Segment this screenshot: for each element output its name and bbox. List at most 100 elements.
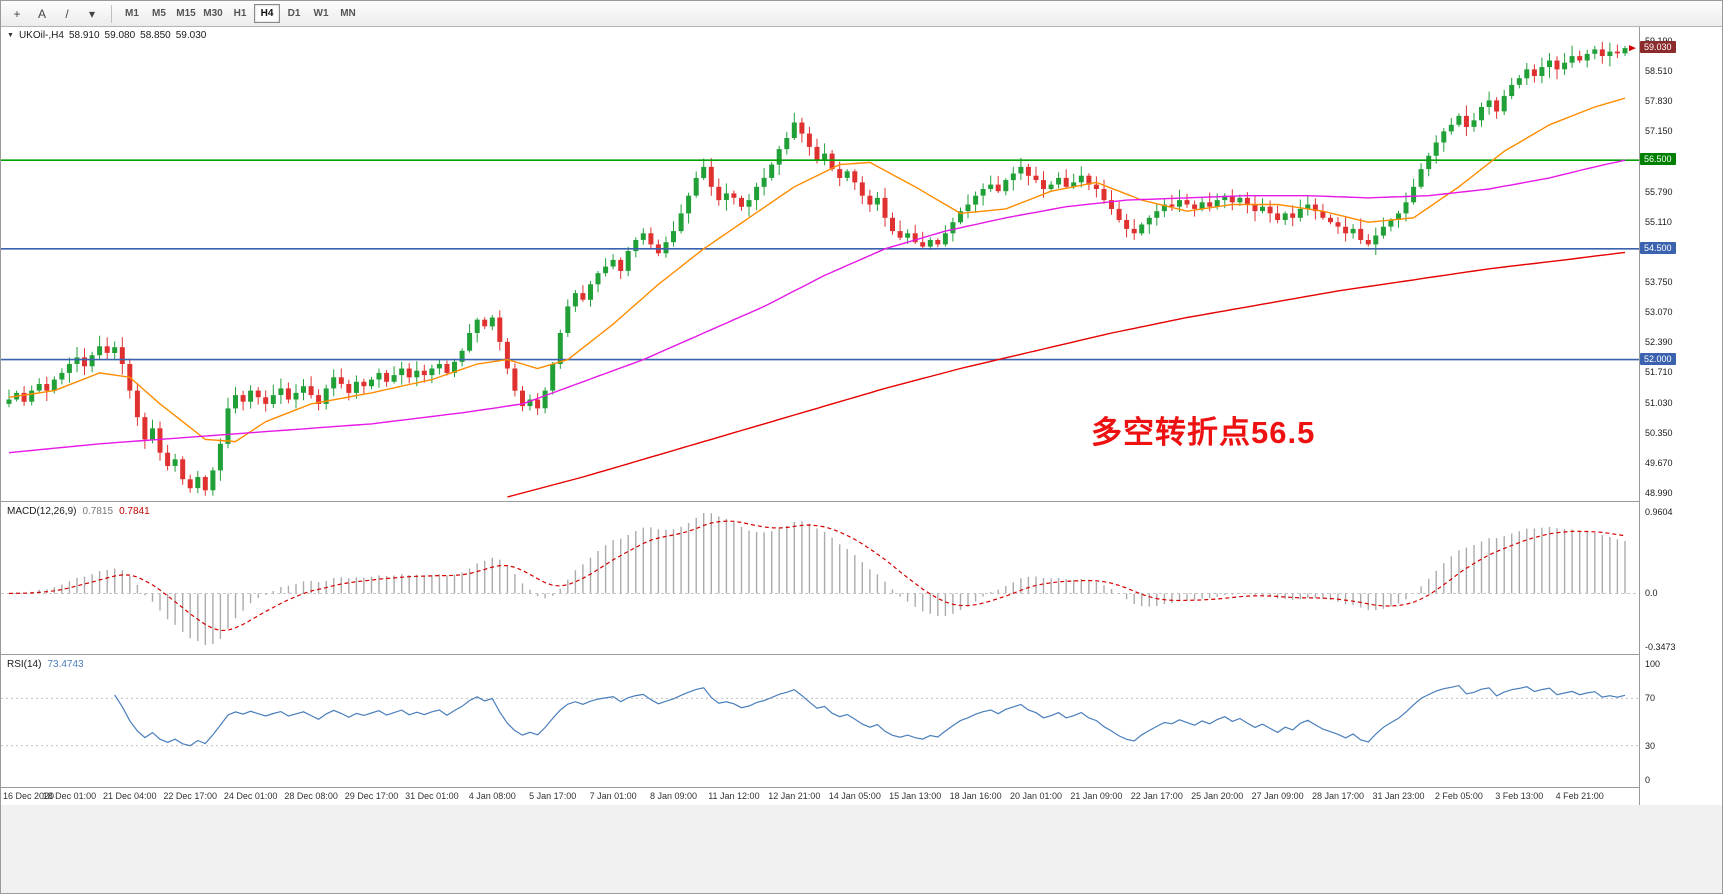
panel-splitter[interactable] [1, 654, 1639, 657]
rsi-chart-canvas[interactable] [1, 657, 1639, 787]
time-label: 22 Jan 17:00 [1130, 791, 1183, 801]
chart-symbol-period: UKOil-,H4 [18, 30, 64, 41]
timeframe-m30[interactable]: M30 [203, 8, 223, 19]
candles [6, 41, 1628, 496]
ma-fast-line [8, 97, 1626, 443]
rsi-panel[interactable]: RSI(14) 73.4743 [1, 657, 1639, 787]
time-label: 3 Feb 13:00 [1495, 791, 1544, 801]
panel-splitter[interactable] [1, 501, 1639, 504]
time-label: 15 Jan 13:00 [889, 791, 942, 801]
macd-signal-line [8, 520, 1626, 632]
rsi-title: RSI(14) 73.4743 [7, 659, 84, 670]
chart-ohlc-close: 59.030 [175, 30, 207, 41]
annotation-label: 多空转折点56.5 [1091, 415, 1316, 450]
price-tick: 58.510 [1645, 66, 1673, 77]
price-tick: 51.030 [1645, 397, 1673, 408]
time-label: 21 Jan 09:00 [1070, 791, 1123, 801]
price-tick: 49.670 [1645, 457, 1673, 468]
price-tick: 55.790 [1645, 186, 1673, 197]
time-axis[interactable]: 16 Dec 2020 18 Dec 01:00 21 Dec 04:00 22 De… [1, 787, 1639, 805]
time-label: 5 Jan 17:00 [529, 791, 577, 801]
macd-title: MACD(12,26,9) 0.7815 0.7841 [7, 506, 150, 517]
price-tick: 50.350 [1645, 427, 1673, 438]
rsi-label: RSI(14) [7, 659, 42, 670]
hline-price-badge: 56.500 [1640, 153, 1676, 166]
macd-value-signal: 0.7841 [119, 506, 150, 517]
text-label-tool-icon[interactable]: A [37, 6, 46, 21]
timeframe-d1[interactable]: D1 [287, 8, 301, 19]
chart-title: ▼ UKOil-,H4 58.910 59.080 58.850 59.030 [7, 30, 206, 41]
trendline-tool-icon[interactable]: / [65, 6, 69, 21]
price-panel[interactable]: ▼ UKOil-,H4 58.910 59.080 58.850 59.030 … [1, 27, 1639, 501]
time-label: 4 Jan 08:00 [468, 791, 516, 801]
timeframe-h1[interactable]: H1 [233, 8, 247, 19]
ma-slow-line [507, 251, 1626, 498]
price-tick: 51.710 [1645, 367, 1673, 378]
macd-panel[interactable]: MACD(12,26,9) 0.7815 0.7841 [1, 504, 1639, 654]
price-tick: 57.830 [1645, 96, 1673, 107]
drawing-tools-dropdown-icon[interactable]: ▾ [88, 6, 96, 21]
time-label: 22 Dec 17:00 [163, 791, 217, 801]
time-label: 29 Dec 17:00 [344, 791, 399, 801]
chart-dropdown-icon[interactable]: ▼ [7, 32, 14, 39]
rsi-line [114, 684, 1626, 747]
macd-scale-min: -0.3473 [1645, 642, 1676, 652]
rsi-scale-100: 100 [1645, 659, 1661, 669]
ma-medium-line [8, 159, 1626, 454]
time-label: 21 Dec 04:00 [103, 791, 157, 801]
price-tick: 55.110 [1645, 216, 1672, 227]
hline-price-badge: 52.000 [1640, 352, 1676, 365]
rsi-scale-0: 0 [1645, 775, 1651, 785]
hline-price-badge: 54.500 [1640, 241, 1676, 254]
moving-averages [8, 97, 1626, 498]
macd-scale-max: 0.9604 [1645, 507, 1673, 517]
time-label: 27 Jan 09:00 [1251, 791, 1304, 801]
timeframe-toolbar: M1 M5 M15 M30 H1 H4 D1 W1 MN [119, 4, 361, 23]
timeframe-m5[interactable]: M5 [152, 8, 166, 19]
macd-chart-canvas[interactable] [1, 504, 1639, 654]
price-scale[interactable]: 59.190 58.510 57.830 57.150 55.790 55.110 53.7… [1639, 27, 1722, 805]
time-label: 7 Jan 01:00 [589, 791, 637, 801]
rsi-scale-30: 30 [1645, 740, 1656, 751]
price-tick: 53.750 [1645, 277, 1673, 288]
current-price-arrow [1629, 45, 1636, 52]
time-label: 16 Dec 2020 [3, 791, 55, 801]
empty-strip [1, 805, 1722, 893]
rsi-value: 73.4743 [47, 659, 84, 670]
time-label: 18 Jan 16:00 [949, 791, 1002, 801]
time-label: 31 Jan 23:00 [1372, 791, 1425, 801]
chart-ohlc-low: 58.850 [140, 30, 171, 41]
price-chart-canvas[interactable] [1, 27, 1639, 501]
chart-ohlc-open: 58.910 [68, 30, 100, 41]
time-label: 8 Jan 09:00 [649, 791, 698, 801]
crosshair-tool-icon[interactable]: + [13, 6, 21, 21]
macd-scale-zero: 0.0 [1645, 588, 1658, 599]
macd-value-main: 0.7815 [82, 506, 114, 517]
time-label: 20 Jan 01:00 [1009, 791, 1063, 801]
time-label: 11 Jan 12:00 [708, 791, 760, 801]
time-label: 25 Jan 20:00 [1191, 791, 1244, 801]
timeframe-w1[interactable]: W1 [313, 8, 329, 19]
chart-ohlc-high: 59.080 [104, 30, 136, 41]
drawing-toolbar: + A / ▾ [5, 4, 104, 24]
toolbar-separator [111, 4, 112, 23]
time-label: 31 Dec 01:00 [405, 791, 459, 801]
price-tick: 53.070 [1645, 307, 1673, 318]
rsi-scale-70: 70 [1645, 693, 1656, 704]
timeframe-h4[interactable]: H4 [254, 4, 280, 23]
current-price-badge: 59.030 [1640, 41, 1676, 54]
timeframe-m1[interactable]: M1 [125, 8, 139, 19]
price-tick: 48.990 [1645, 488, 1673, 498]
horizontal-level-lines [1, 159, 1639, 361]
time-label: 18 Dec 01:00 [42, 791, 97, 801]
timeframe-m15[interactable]: M15 [176, 8, 196, 19]
macd-label: MACD(12,26,9) [7, 506, 77, 517]
time-label: 4 Feb 21:00 [1555, 791, 1604, 801]
price-tick: 57.150 [1645, 126, 1673, 137]
time-label: 2 Feb 05:00 [1434, 791, 1483, 801]
price-tick: 52.390 [1645, 337, 1673, 348]
time-label: 14 Jan 05:00 [828, 791, 881, 801]
time-label: 24 Dec 01:00 [223, 791, 278, 801]
timeframe-mn[interactable]: MN [340, 8, 356, 19]
